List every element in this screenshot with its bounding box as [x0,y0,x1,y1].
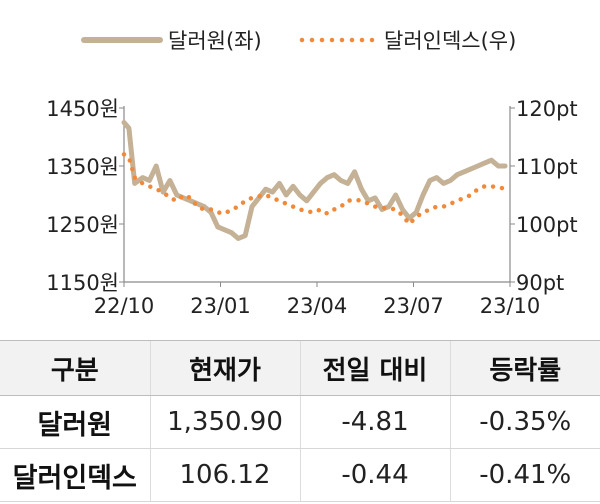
legend-label-dollar-index: 달러인덱스(우) [384,29,516,53]
exchange-rate-chart: 1450원1350원1250원1150원120pt110pt100pt90pt2… [46,29,578,318]
row-current-price: 106.12 [149,448,300,502]
row-change-rate: -0.41% [449,448,600,502]
y-left-tick-label: 1150원 [46,271,119,295]
header-change-rate: 등락률 [449,340,600,396]
row-name: 달러인덱스 [0,448,150,502]
y-right-tick-label: 110pt [516,155,578,179]
y-left-tick-label: 1250원 [46,213,119,237]
x-tick-label: 23/01 [190,294,251,318]
quote-table: 구분 현재가 전일 대비 등락률 달러원 1,350.90 -4.81 -0.3… [0,340,600,502]
table-row: 달러원 1,350.90 -4.81 -0.35% [0,395,600,449]
x-tick-label: 23/10 [480,294,541,318]
y-left-tick-label: 1350원 [46,155,119,179]
header-current-price: 현재가 [149,340,300,396]
series-line-won-dollar [121,120,508,241]
row-name: 달러원 [0,395,150,449]
y-right-tick-label: 100pt [516,213,578,237]
x-tick-label: 23/07 [383,294,444,318]
row-change: -4.81 [299,395,450,449]
x-tick-label: 22/10 [94,294,155,318]
table-header-row: 구분 현재가 전일 대비 등락률 [0,340,600,396]
row-change: -0.44 [299,448,450,502]
y-right-tick-label: 120pt [516,97,578,121]
row-change-rate: -0.35% [449,395,600,449]
header-change: 전일 대비 [299,340,450,396]
row-current-price: 1,350.90 [149,395,300,449]
legend-label-won-dollar: 달러원(좌) [168,29,262,53]
chart-area: 1450원 1350원 1250원 1150원 120pt 110pt 100pt 90pt 2… [46,29,578,318]
y-right-tick-label: 90pt [516,271,564,295]
header-category: 구분 [0,340,150,396]
x-tick-label: 23/04 [287,294,348,318]
table-row: 달러인덱스 106.12 -0.44 -0.41% [0,448,600,502]
y-left-tick-label: 1450원 [46,97,119,121]
